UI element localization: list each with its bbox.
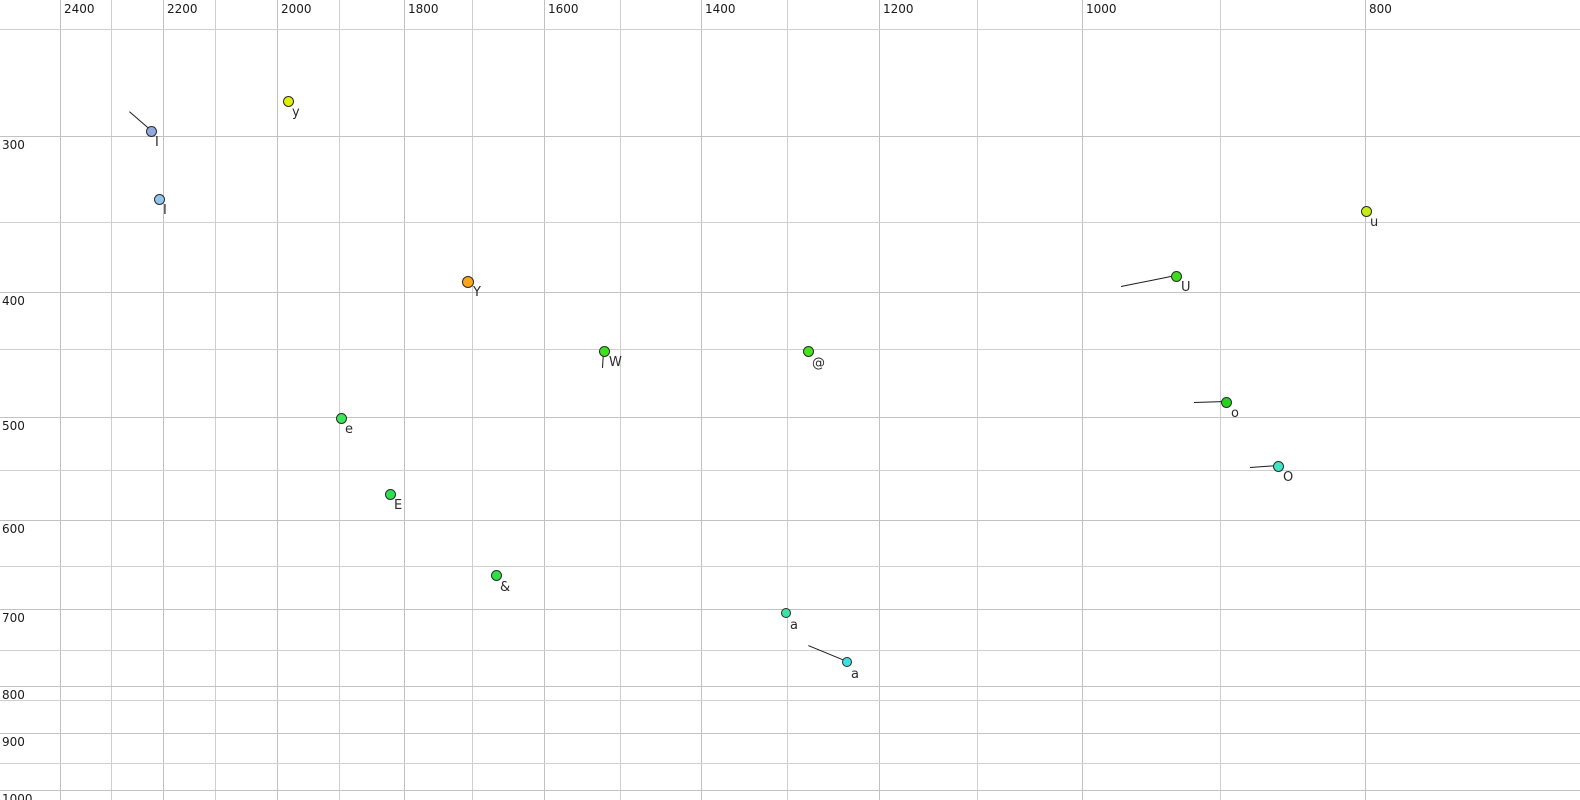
data-point[interactable] — [842, 657, 852, 667]
data-point[interactable] — [598, 345, 610, 357]
x-axis-tick-label: 1200 — [883, 2, 914, 16]
data-point-label: y — [292, 105, 300, 120]
data-point-label: E — [394, 498, 403, 513]
gridline-horizontal-major — [0, 292, 1580, 293]
data-point-label: o — [1231, 406, 1239, 421]
gridline-vertical-minor — [787, 0, 788, 800]
data-point[interactable] — [1220, 396, 1232, 408]
gridline-horizontal-minor — [0, 349, 1580, 350]
data-point-label: O — [1283, 470, 1294, 485]
data-point[interactable] — [335, 412, 347, 424]
y-axis-tick-label: 300 — [2, 138, 25, 152]
gridline-horizontal-minor — [0, 222, 1580, 223]
gridline-horizontal-minor — [0, 29, 1580, 30]
gridline-vertical-minor — [339, 0, 340, 800]
gridline-vertical-major — [1365, 0, 1366, 800]
y-axis-tick-label: 700 — [2, 611, 25, 625]
gridline-horizontal-minor — [0, 566, 1580, 567]
data-point[interactable] — [802, 345, 814, 357]
data-point[interactable] — [1360, 205, 1372, 217]
data-point[interactable] — [153, 193, 165, 205]
data-point[interactable] — [781, 608, 791, 618]
data-point-label: & — [500, 580, 511, 595]
gridline-horizontal-major — [0, 733, 1580, 734]
gridline-vertical-major — [277, 0, 278, 800]
data-point-label: e — [345, 422, 353, 437]
gridline-vertical-major — [404, 0, 405, 800]
gridline-horizontal-minor — [0, 470, 1580, 471]
gridline-vertical-minor — [111, 0, 112, 800]
gridline-vertical-major — [544, 0, 545, 800]
y-axis-tick-label: 800 — [2, 688, 25, 702]
data-point[interactable] — [282, 95, 294, 107]
y-axis-tick-label: 1000 — [2, 792, 33, 800]
data-point-label: I — [163, 203, 167, 218]
y-axis-tick-label: 400 — [2, 294, 25, 308]
data-point[interactable] — [1272, 460, 1284, 472]
data-point[interactable] — [145, 125, 157, 137]
gridline-horizontal-major — [0, 790, 1580, 791]
x-axis-tick-label: 2400 — [64, 2, 95, 16]
gridline-horizontal-minor — [0, 700, 1580, 701]
x-axis-tick-label: 2000 — [281, 2, 312, 16]
gridline-vertical-minor — [620, 0, 621, 800]
gridline-vertical-major — [701, 0, 702, 800]
gridline-horizontal-minor — [0, 650, 1580, 651]
label-leader-line — [1120, 275, 1176, 287]
data-point-label: @ — [812, 356, 825, 371]
gridline-vertical-major — [60, 0, 61, 800]
x-axis-tick-label: 1800 — [408, 2, 439, 16]
data-point-label: I — [155, 135, 159, 150]
gridline-vertical-minor — [977, 0, 978, 800]
gridline-horizontal-major — [0, 417, 1580, 418]
data-point-label: Y — [473, 285, 481, 300]
y-axis-tick-label: 500 — [2, 419, 25, 433]
gridline-vertical-minor — [472, 0, 473, 800]
data-point[interactable] — [1170, 270, 1182, 282]
gridline-vertical-major — [163, 0, 164, 800]
data-point[interactable] — [490, 569, 502, 581]
x-axis-tick-label: 1600 — [548, 2, 579, 16]
gridline-horizontal-major — [0, 520, 1580, 521]
data-point-label: W — [609, 355, 622, 370]
gridline-horizontal-major — [0, 686, 1580, 687]
data-point[interactable] — [462, 276, 474, 288]
y-axis-tick-label: 900 — [2, 735, 25, 749]
gridline-vertical-minor — [215, 0, 216, 800]
gridline-horizontal-minor — [0, 763, 1580, 764]
data-point[interactable] — [384, 488, 396, 500]
data-point-label: U — [1181, 280, 1191, 295]
gridline-vertical-major — [879, 0, 880, 800]
x-axis-tick-label: 1400 — [705, 2, 736, 16]
data-point-label: u — [1370, 215, 1379, 230]
y-axis-tick-label: 600 — [2, 522, 25, 536]
data-point-label: a — [851, 667, 859, 682]
gridline-horizontal-major — [0, 136, 1580, 137]
data-point-label: a — [790, 618, 798, 633]
x-axis-tick-label: 2200 — [167, 2, 198, 16]
x-axis-tick-label: 800 — [1369, 2, 1392, 16]
gridline-vertical-major — [1082, 0, 1083, 800]
x-axis-tick-label: 1000 — [1086, 2, 1117, 16]
